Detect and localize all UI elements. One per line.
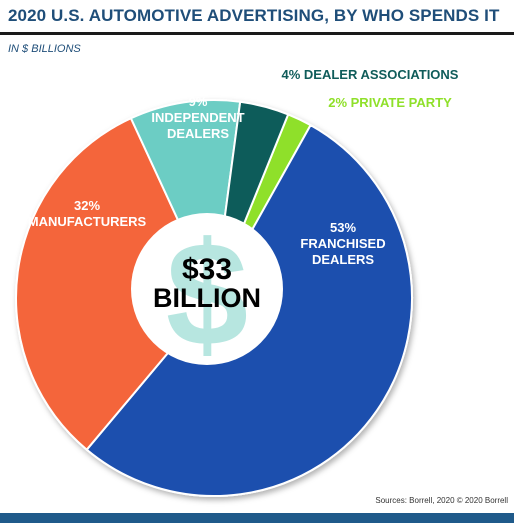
slice-label-dealer-associations: 4% DEALER ASSOCIATIONS (282, 67, 459, 82)
center-amount: $33 (182, 253, 232, 286)
slice-labels: 2% PRIVATE PARTY 53% FRANCHISED DEALERS 32% M… (28, 67, 459, 267)
title-divider (0, 32, 514, 35)
center-unit: BILLION (153, 283, 261, 313)
center-hole (131, 213, 283, 365)
slice-manufacturers (15, 116, 216, 452)
bottom-bar (0, 513, 514, 523)
source-note: Sources: Borrell, 2020 © 2020 Borrell (375, 496, 508, 505)
slice-label-private-party: 2% PRIVATE PARTY (328, 95, 452, 110)
chart-subtitle: IN $ BILLIONS (8, 43, 81, 55)
slice-label-franchised-dealers: 53% FRANCHISED DEALERS (300, 220, 385, 267)
slice-label-independent-dealers: 9% INDEPENDENT DEALERS (151, 94, 244, 141)
slice-label-manufacturers: 32% MANUFACTURERS (28, 198, 147, 229)
dollar-sign-icon: $ (166, 212, 248, 377)
chart-title: 2020 U.S. AUTOMOTIVE ADVERTISING, BY WHO… (8, 6, 500, 25)
